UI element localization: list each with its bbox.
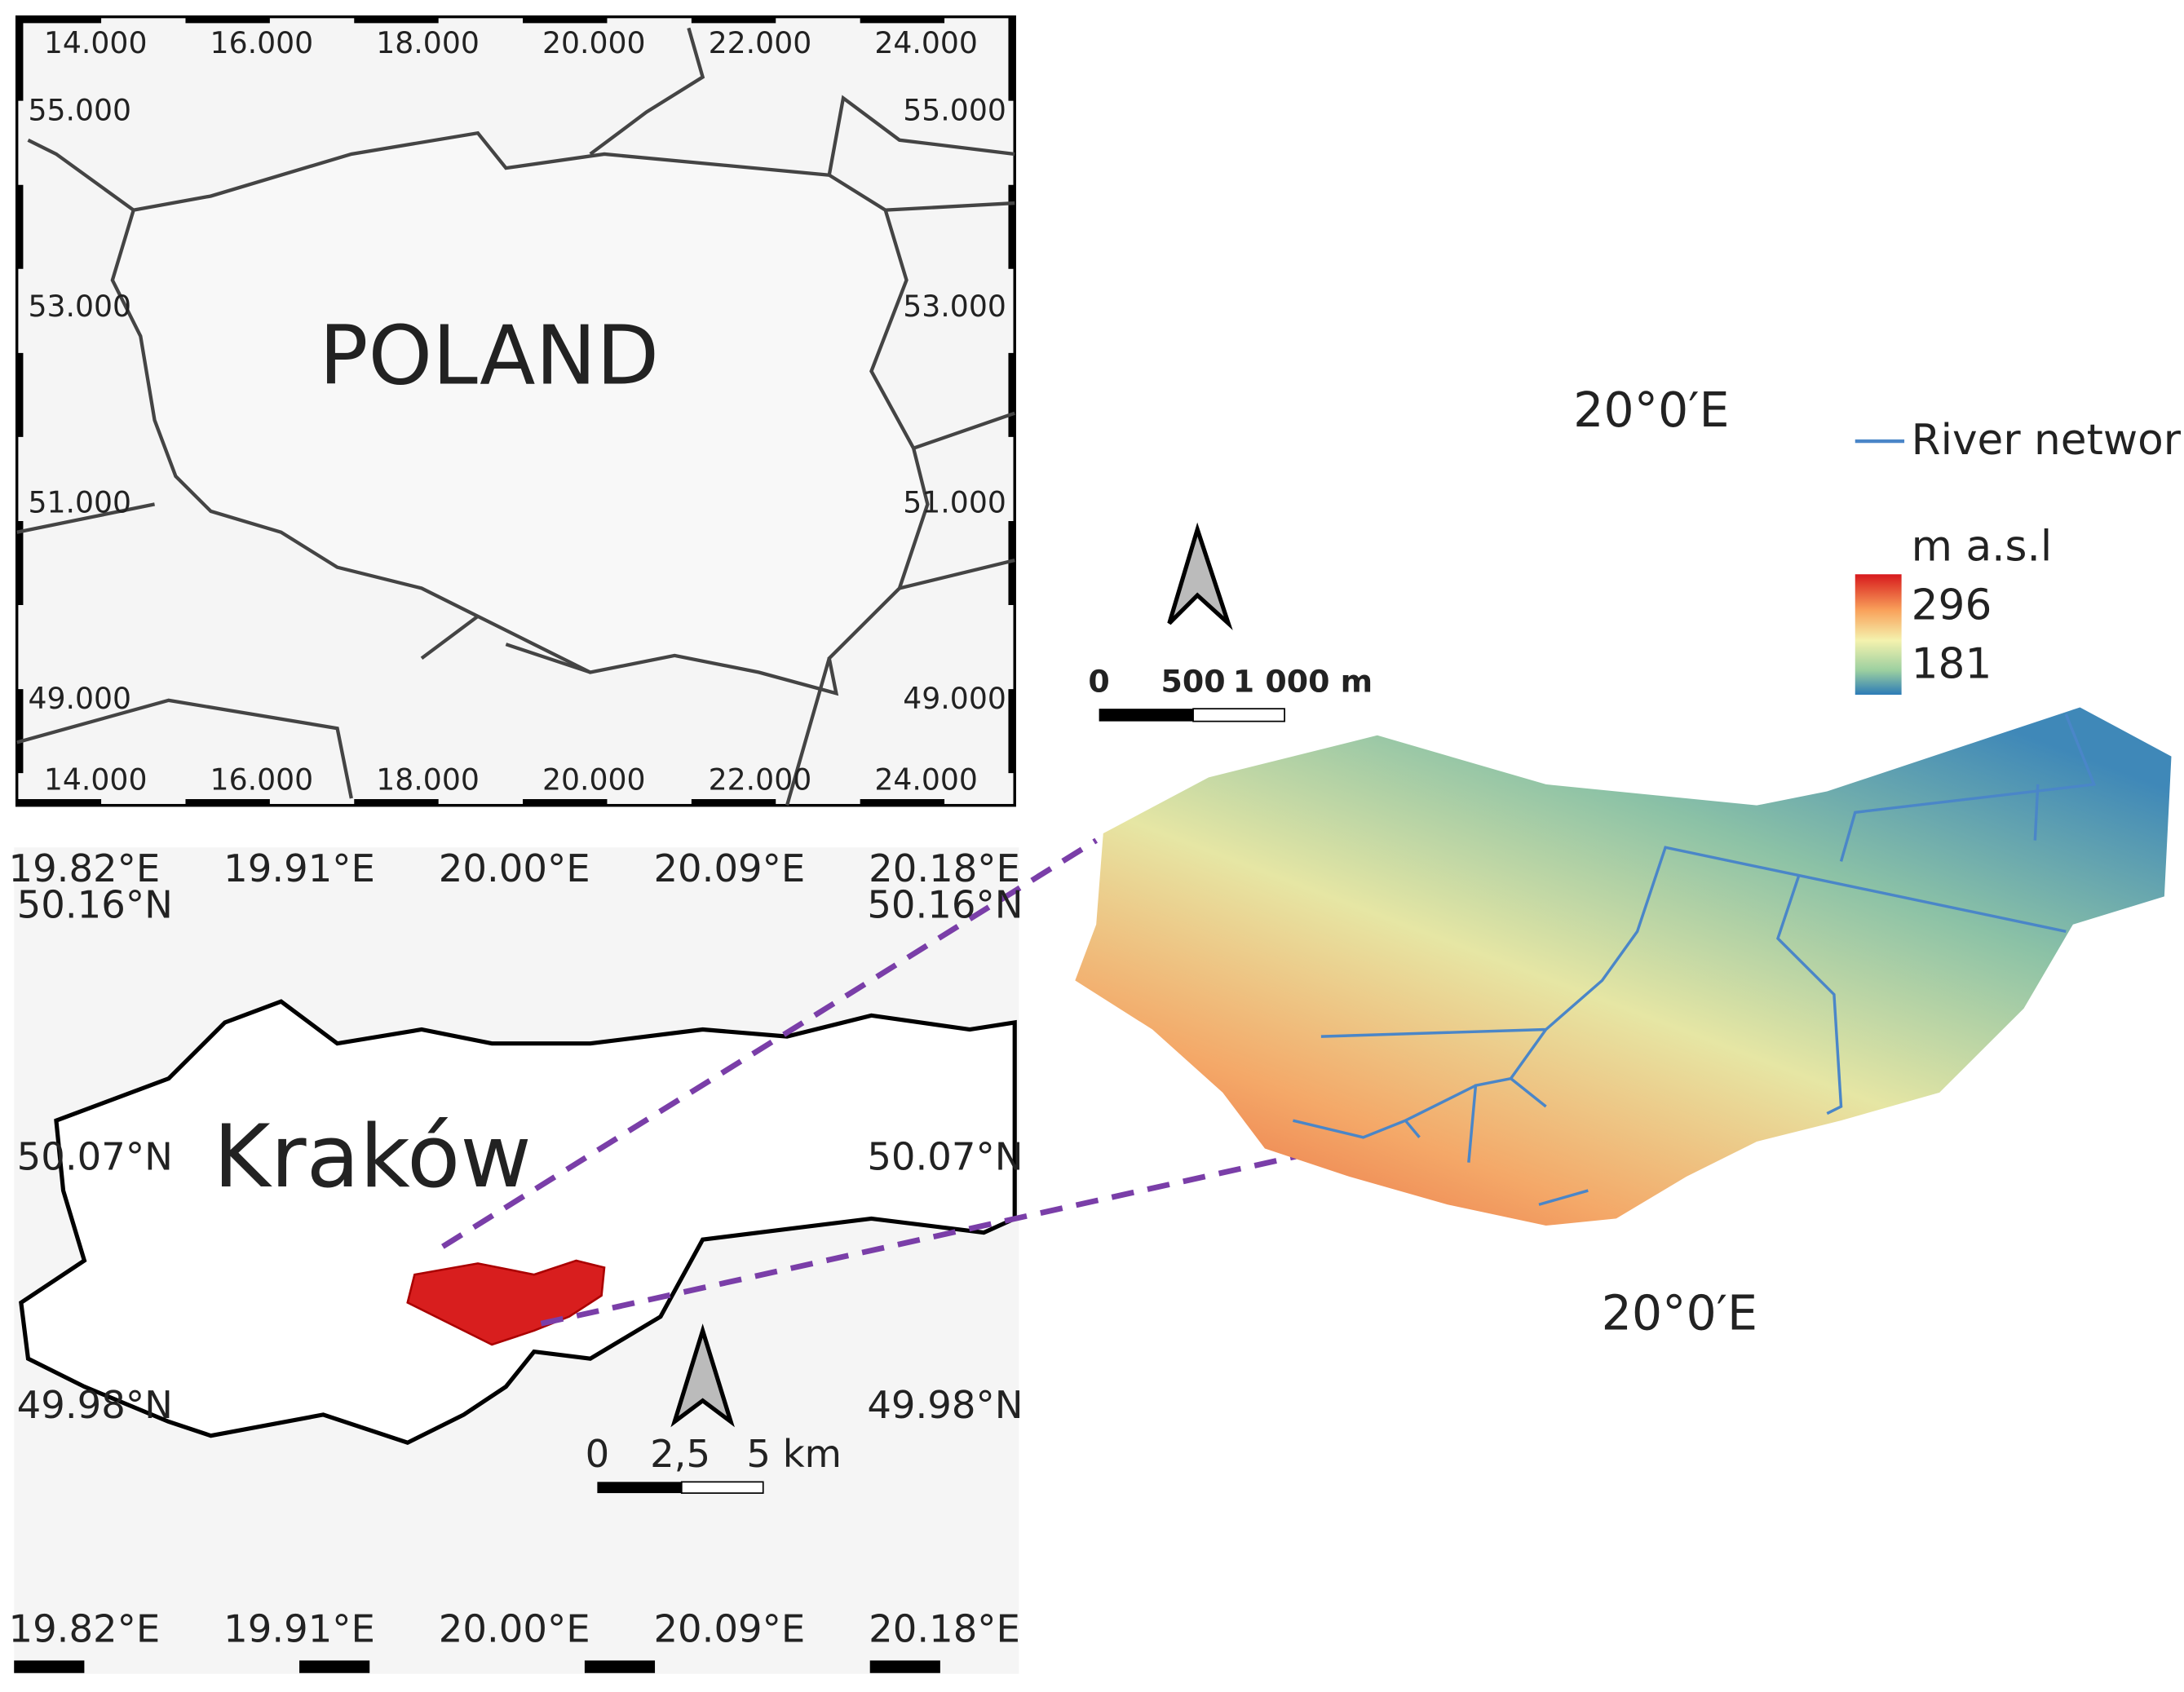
longitude-label: 20°0′E — [1602, 1286, 1757, 1341]
scale-bar — [680, 1481, 764, 1494]
lon-tick-label: 20.18°E — [869, 846, 1020, 890]
lon-tick-label: 22.000 — [709, 25, 812, 60]
lon-tick-label: 16.000 — [210, 762, 314, 797]
lat-tick-label: 49.000 — [28, 681, 131, 716]
lon-tick-label: 16.000 — [210, 25, 314, 60]
scale-label: 0 — [1088, 664, 1109, 700]
lon-tick-label: 20.09°E — [653, 846, 805, 890]
lon-tick-label: 19.82°E — [8, 846, 160, 890]
scale-label: 0 — [586, 1432, 610, 1476]
north-arrow — [670, 1323, 735, 1428]
lat-tick-label: 50.07°N — [17, 1135, 173, 1179]
lat-tick-label: 53.000 — [903, 289, 1006, 324]
lon-tick-label: 19.91°E — [223, 846, 375, 890]
legend-max: 296 — [1912, 581, 1992, 630]
lon-tick-label: 20.000 — [542, 25, 646, 60]
lat-tick-label: 49.98°N — [867, 1383, 1023, 1427]
lat-tick-label: 49.98°N — [17, 1383, 173, 1427]
north-arrow — [1167, 522, 1233, 630]
scale-label: 5 km — [746, 1432, 842, 1476]
scale-label: 1 000 m — [1233, 664, 1373, 700]
scale-bar — [597, 1482, 682, 1494]
lon-tick-label: 20.00°E — [439, 846, 590, 890]
longitude-label: 20°0′E — [1573, 382, 1729, 438]
zoom-lines — [441, 837, 1301, 1327]
legend-label: River network — [1912, 416, 2184, 465]
lat-tick-label: 55.000 — [28, 92, 131, 127]
city-outline — [19, 999, 1017, 1446]
legend-min: 181 — [1912, 640, 1992, 689]
lon-tick-label: 19.91°E — [223, 1607, 375, 1651]
legend-title: m a.s.l — [1912, 522, 2053, 571]
city-label: Kraków — [214, 1107, 532, 1208]
country-label: POLAND — [319, 308, 659, 404]
poland-outline — [110, 130, 930, 696]
lon-tick-label: 22.000 — [709, 762, 812, 797]
lat-tick-label: 55.000 — [903, 92, 1006, 127]
lon-tick-label: 24.000 — [874, 25, 978, 60]
lat-tick-label: 51.000 — [903, 484, 1006, 519]
scale-bar — [1192, 708, 1285, 722]
scale-label: 500 — [1161, 664, 1226, 700]
lat-tick-label: 51.000 — [28, 484, 131, 519]
color-bar — [1855, 574, 1902, 695]
lon-tick-label: 20.000 — [542, 762, 646, 797]
lon-tick-label: 20.09°E — [653, 1607, 805, 1651]
lon-tick-label: 18.000 — [376, 762, 480, 797]
lon-tick-label: 18.000 — [376, 25, 480, 60]
lon-tick-label: 24.000 — [874, 762, 978, 797]
lat-tick-label: 50.07°N — [867, 1135, 1023, 1179]
lat-tick-label: 50.16°N — [17, 883, 173, 927]
lon-tick-label: 14.000 — [44, 762, 148, 797]
elevation-raster — [1075, 707, 2172, 1226]
lon-tick-label: 20.18°E — [869, 1607, 1020, 1651]
lat-tick-label: 49.000 — [903, 681, 1006, 716]
borders — [16, 27, 1015, 806]
study-area — [406, 1259, 606, 1346]
lat-tick-label: 50.16°N — [867, 883, 1023, 927]
lon-tick-label: 19.82°E — [8, 1607, 160, 1651]
lon-tick-label: 14.000 — [44, 25, 148, 60]
scale-label: 2,5 — [650, 1432, 710, 1476]
lat-tick-label: 53.000 — [28, 289, 131, 324]
scale-bar — [1099, 709, 1194, 722]
lon-tick-label: 20.00°E — [439, 1607, 590, 1651]
river-network — [1293, 713, 2097, 1206]
